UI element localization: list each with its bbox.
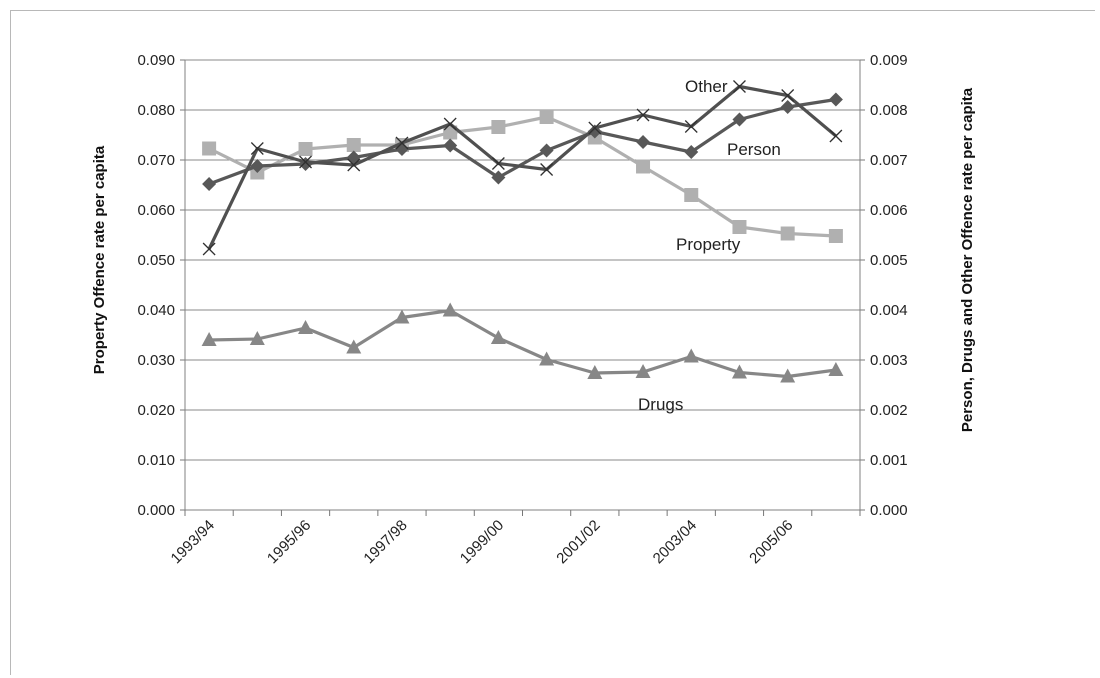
right-tick-label: 0.008	[870, 102, 908, 119]
data-point-other	[781, 89, 795, 102]
data-point-other	[299, 155, 312, 169]
x-tick-label: 1995/96	[264, 517, 314, 567]
data-point-drugs	[442, 302, 458, 317]
right-tick-label: 0.002	[870, 402, 908, 419]
data-point-property	[491, 120, 506, 134]
series-line-other	[207, 84, 837, 250]
right-tick-label: 0.004	[870, 302, 908, 319]
data-point-property	[684, 188, 699, 202]
series-group	[201, 80, 844, 383]
data-point-other	[684, 120, 698, 133]
data-point-other	[395, 136, 409, 150]
gridlines	[185, 59, 860, 461]
x-tick-label: 2003/04	[650, 517, 700, 567]
x-tick-label: 1997/98	[360, 517, 410, 567]
data-point-person	[202, 177, 217, 191]
left-tick-label: 0.000	[137, 502, 175, 519]
left-tick-label: 0.010	[137, 452, 175, 469]
data-point-property	[732, 220, 747, 234]
data-point-property	[780, 226, 795, 241]
series-other	[202, 80, 843, 256]
data-point-other	[636, 108, 650, 122]
data-point-drugs	[635, 364, 651, 378]
x-tick-label: 1999/00	[457, 517, 507, 567]
x-tick-label: 2005/06	[746, 517, 796, 567]
data-point-person	[539, 143, 554, 158]
right-tick-label: 0.000	[870, 502, 908, 519]
series-labels: Property Person Other Drugs	[638, 77, 781, 414]
data-point-person	[443, 138, 458, 153]
data-point-property	[828, 229, 843, 243]
right-tick-label: 0.003	[870, 352, 908, 369]
data-point-other	[540, 163, 554, 176]
series-property	[202, 110, 843, 243]
x-tick-label: 2001/02	[553, 517, 603, 567]
data-point-drugs	[394, 309, 410, 324]
series-label-other: Other	[685, 77, 728, 96]
data-point-drugs	[201, 332, 217, 346]
data-point-drugs	[731, 364, 747, 379]
right-tick-label: 0.009	[870, 52, 908, 69]
data-point-other	[829, 129, 843, 143]
data-point-property	[346, 138, 361, 152]
data-point-other	[202, 242, 216, 256]
x-axis-ticks: 1993/94 1995/96 1997/98 1999/00 2001/02 2003/…	[168, 517, 797, 567]
data-point-person	[491, 170, 506, 185]
data-point-other	[347, 158, 361, 172]
data-point-person	[636, 135, 651, 149]
data-point-drugs	[249, 331, 265, 345]
data-point-drugs	[828, 362, 844, 376]
left-tick-label: 0.070	[137, 152, 175, 169]
x-tick-label: 1993/94	[168, 517, 218, 567]
series-label-drugs: Drugs	[638, 395, 683, 414]
data-point-person	[250, 159, 265, 173]
right-tick-label: 0.001	[870, 452, 908, 469]
data-point-other	[733, 80, 746, 93]
data-point-drugs	[539, 351, 555, 366]
data-point-other	[443, 117, 457, 131]
data-point-property	[539, 110, 554, 124]
right-axis-ticks: 0.000 0.001 0.002 0.003 0.004 0.005 0.006 0.007…	[870, 52, 908, 519]
data-point-other	[491, 157, 505, 170]
left-tick-label: 0.030	[137, 352, 175, 369]
data-point-person	[780, 100, 795, 114]
data-point-person	[828, 92, 843, 107]
axes	[180, 59, 865, 516]
data-point-other	[250, 142, 264, 155]
data-point-drugs	[346, 339, 362, 354]
right-tick-label: 0.006	[870, 202, 908, 219]
data-point-drugs	[490, 330, 506, 344]
series-label-person: Person	[727, 140, 781, 159]
series-line-drugs	[209, 308, 837, 379]
series-drugs	[201, 302, 844, 383]
series-label-property: Property	[676, 235, 741, 254]
data-point-property	[443, 125, 458, 140]
right-tick-label: 0.005	[870, 252, 908, 269]
left-tick-label: 0.090	[137, 52, 175, 69]
data-point-property	[202, 141, 217, 156]
left-tick-label: 0.060	[137, 202, 175, 219]
series-line-property	[208, 115, 836, 238]
data-point-drugs	[780, 368, 796, 383]
data-point-property	[636, 159, 651, 174]
data-point-drugs	[587, 365, 603, 379]
left-tick-label: 0.020	[137, 402, 175, 419]
data-point-drugs	[683, 348, 699, 363]
chart-frame	[10, 10, 1095, 675]
left-tick-label: 0.040	[137, 302, 175, 319]
data-point-drugs	[298, 320, 314, 334]
right-tick-label: 0.007	[870, 152, 908, 169]
data-point-person	[684, 145, 699, 159]
left-tick-label: 0.080	[137, 102, 175, 119]
data-point-other	[588, 121, 602, 135]
left-axis-ticks: 0.000 0.010 0.020 0.030 0.040 0.050 0.060 0.070…	[137, 52, 175, 519]
right-axis-title: Person, Drugs and Other Offence rate per…	[959, 87, 976, 432]
left-tick-label: 0.050	[137, 252, 175, 269]
data-point-person	[732, 112, 747, 127]
left-axis-title: Property Offence rate per capita	[91, 145, 108, 374]
data-point-property	[298, 142, 313, 156]
